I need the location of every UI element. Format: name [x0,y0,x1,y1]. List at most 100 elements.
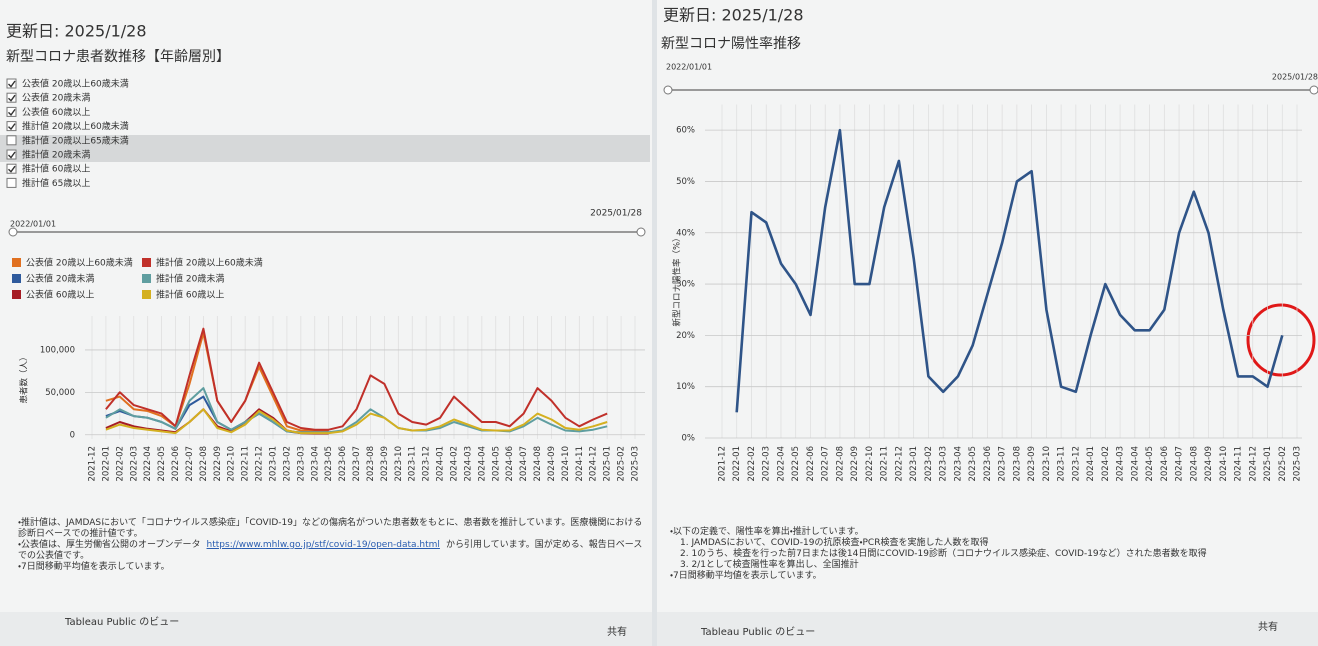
x-tick-label: 2024-09 [1204,446,1214,482]
left-notes: ・推計値は、JAMDASにおいて「コロナウイルス感染症」「COVID-19」など… [18,518,646,573]
x-tick-label: 2023-01 [909,446,919,482]
note: ・7日間移動平均値を表示しています。 [670,571,822,581]
x-tick-label: 2023-06 [983,446,993,482]
x-tick-label: 2022-12 [894,446,904,482]
y-tick-label: 40% [676,228,695,238]
x-tick-label: 2023-03 [939,446,949,482]
panel-title: 新型コロナ患者数推移【年齢層別】 [6,49,230,65]
x-tick-label: 2022-09 [850,446,860,482]
filter-checkbox[interactable] [6,163,17,174]
x-tick-label: 2024-01 [436,446,446,482]
right-notes: ・以下の定義で、陽性率を算出・推計しています。 1. JAMDASにおいて、CO… [670,527,1310,582]
x-tick-label: 2022-08 [199,446,209,482]
x-tick-label: 2022-04 [776,446,786,482]
note-text: ・公表値は、厚生労働省公開のオープンデータ [18,540,201,550]
x-tick-label: 2022-11 [880,446,890,482]
filter-label: 公表値 20歳未満 [22,92,90,104]
x-tick-label: 2022-10 [865,446,875,482]
legend-label: 公表値 20歳以上60歳未満 [26,257,133,269]
note-link[interactable]: https://www.mhlw.go.jp/stf/covid-19/open… [206,540,440,550]
highlight-circle [1246,303,1316,377]
filter-highlight [0,135,650,162]
slider-handle[interactable] [663,85,673,95]
x-tick-label: 2023-11 [408,446,418,482]
x-tick-label: 2023-04 [953,446,963,482]
x-tick-label: 2022-11 [241,446,251,482]
x-tick-label: 2025-02 [617,446,627,482]
x-tick-label: 2024-01 [1086,446,1096,482]
note-text: から引用しています。国が定める、報告日ベースでの公表値です。 [18,540,643,561]
x-tick-label: 2024-03 [463,446,473,482]
x-tick-label: 2025-03 [631,446,641,482]
legend-label: 推計値 20歳未満 [156,273,224,285]
x-tick-label: 2023-07 [352,446,362,482]
check-mark [8,80,16,88]
footer-view[interactable]: Tableau Public のビュー [64,616,179,628]
note: 2. 1のうち、検査を行った前7日または後14日間にCOVID-19診断（コロナ… [680,549,1207,559]
x-tick-label: 2024-07 [519,446,529,482]
x-tick-label: 2023-02 [282,446,292,482]
y-tick-label: 0 [70,430,75,440]
y-tick-label: 60% [676,126,695,136]
slider-start: 2022/01/01 [10,220,56,229]
x-tick-label: 2024-04 [477,446,487,482]
note: ・推計値は、JAMDASにおいて「コロナウイルス感染症」「COVID-19」など… [18,518,643,539]
x-tick-label: 2025-03 [1293,446,1303,482]
x-tick-label: 2024-05 [1145,446,1155,482]
x-tick-label: 2025-01 [1263,446,1273,482]
check-mark [8,108,16,116]
x-tick-label: 2022-05 [157,446,167,482]
legend-label: 公表値 60歳以上 [26,289,94,301]
x-tick-label: 2023-05 [324,446,334,482]
legend-swatch [12,258,21,267]
x-tick-label: 2024-02 [450,446,460,482]
panel-title: 新型コロナ陽性率推移 [661,36,801,52]
x-tick-label: 2023-12 [422,446,432,482]
filter-checkbox[interactable] [6,135,17,146]
x-tick-label: 2022-03 [762,446,772,482]
y-tick-label: 50% [676,177,695,187]
y-tick-label: 30% [676,280,695,290]
x-tick-label: 2023-01 [269,446,279,482]
legend-swatch [142,290,151,299]
footer-share[interactable]: 共有 [607,625,627,638]
series-line [105,387,608,434]
left-footer [0,612,652,646]
filter-checkbox[interactable] [6,78,17,89]
filter-checkbox[interactable] [6,92,17,103]
filter-checkbox[interactable] [6,106,17,117]
legend-label: 推計値 60歳以上 [156,289,224,301]
note: ・公表値は、厚生労働省公開のオープンデータ https://www.mhlw.go… [18,540,646,562]
y-tick-label: 10% [676,382,695,392]
x-tick-label: 2024-03 [1116,446,1126,482]
filter-checkbox[interactable] [6,121,17,132]
filter-checkbox[interactable] [6,177,17,188]
y-tick-label: 20% [676,331,695,341]
x-tick-label: 2022-05 [791,446,801,482]
x-tick-label: 2024-07 [1175,446,1185,482]
legend-swatch [142,258,151,267]
filter-checkbox[interactable] [6,149,17,160]
x-tick-label: 2023-02 [924,446,934,482]
updated-date: 更新日: 2025/1/28 [663,6,804,25]
x-tick-label: 2023-12 [1071,446,1081,482]
x-tick-label: 2023-06 [338,446,348,482]
slider-handle[interactable] [8,227,18,237]
x-tick-label: 2022-01 [101,446,111,482]
y-tick-label: 0% [682,434,696,444]
series-line [105,327,608,431]
filter-label: 推計値 20歳以上65歳未満 [22,134,129,146]
x-tick-label: 2024-06 [505,446,515,482]
footer-share[interactable]: 共有 [1258,620,1278,633]
filter-label: 推計値 65歳以上 [22,177,90,189]
x-tick-label: 2024-11 [575,446,585,482]
x-tick-label: 2024-04 [1130,446,1140,482]
legend-swatch [142,274,151,283]
y-axis-label: 新型コロナ陽性率（%） [672,233,683,326]
slider-handle[interactable] [636,227,646,237]
note: 3. 2/1として検査陽性率を算出し、全国推計 [680,560,859,570]
slider-handle[interactable] [1309,85,1318,95]
footer-view[interactable]: Tableau Public のビュー [700,626,815,638]
legend-label: 推計値 20歳以上60歳未満 [156,257,263,269]
x-tick-label: 2024-08 [1189,446,1199,482]
